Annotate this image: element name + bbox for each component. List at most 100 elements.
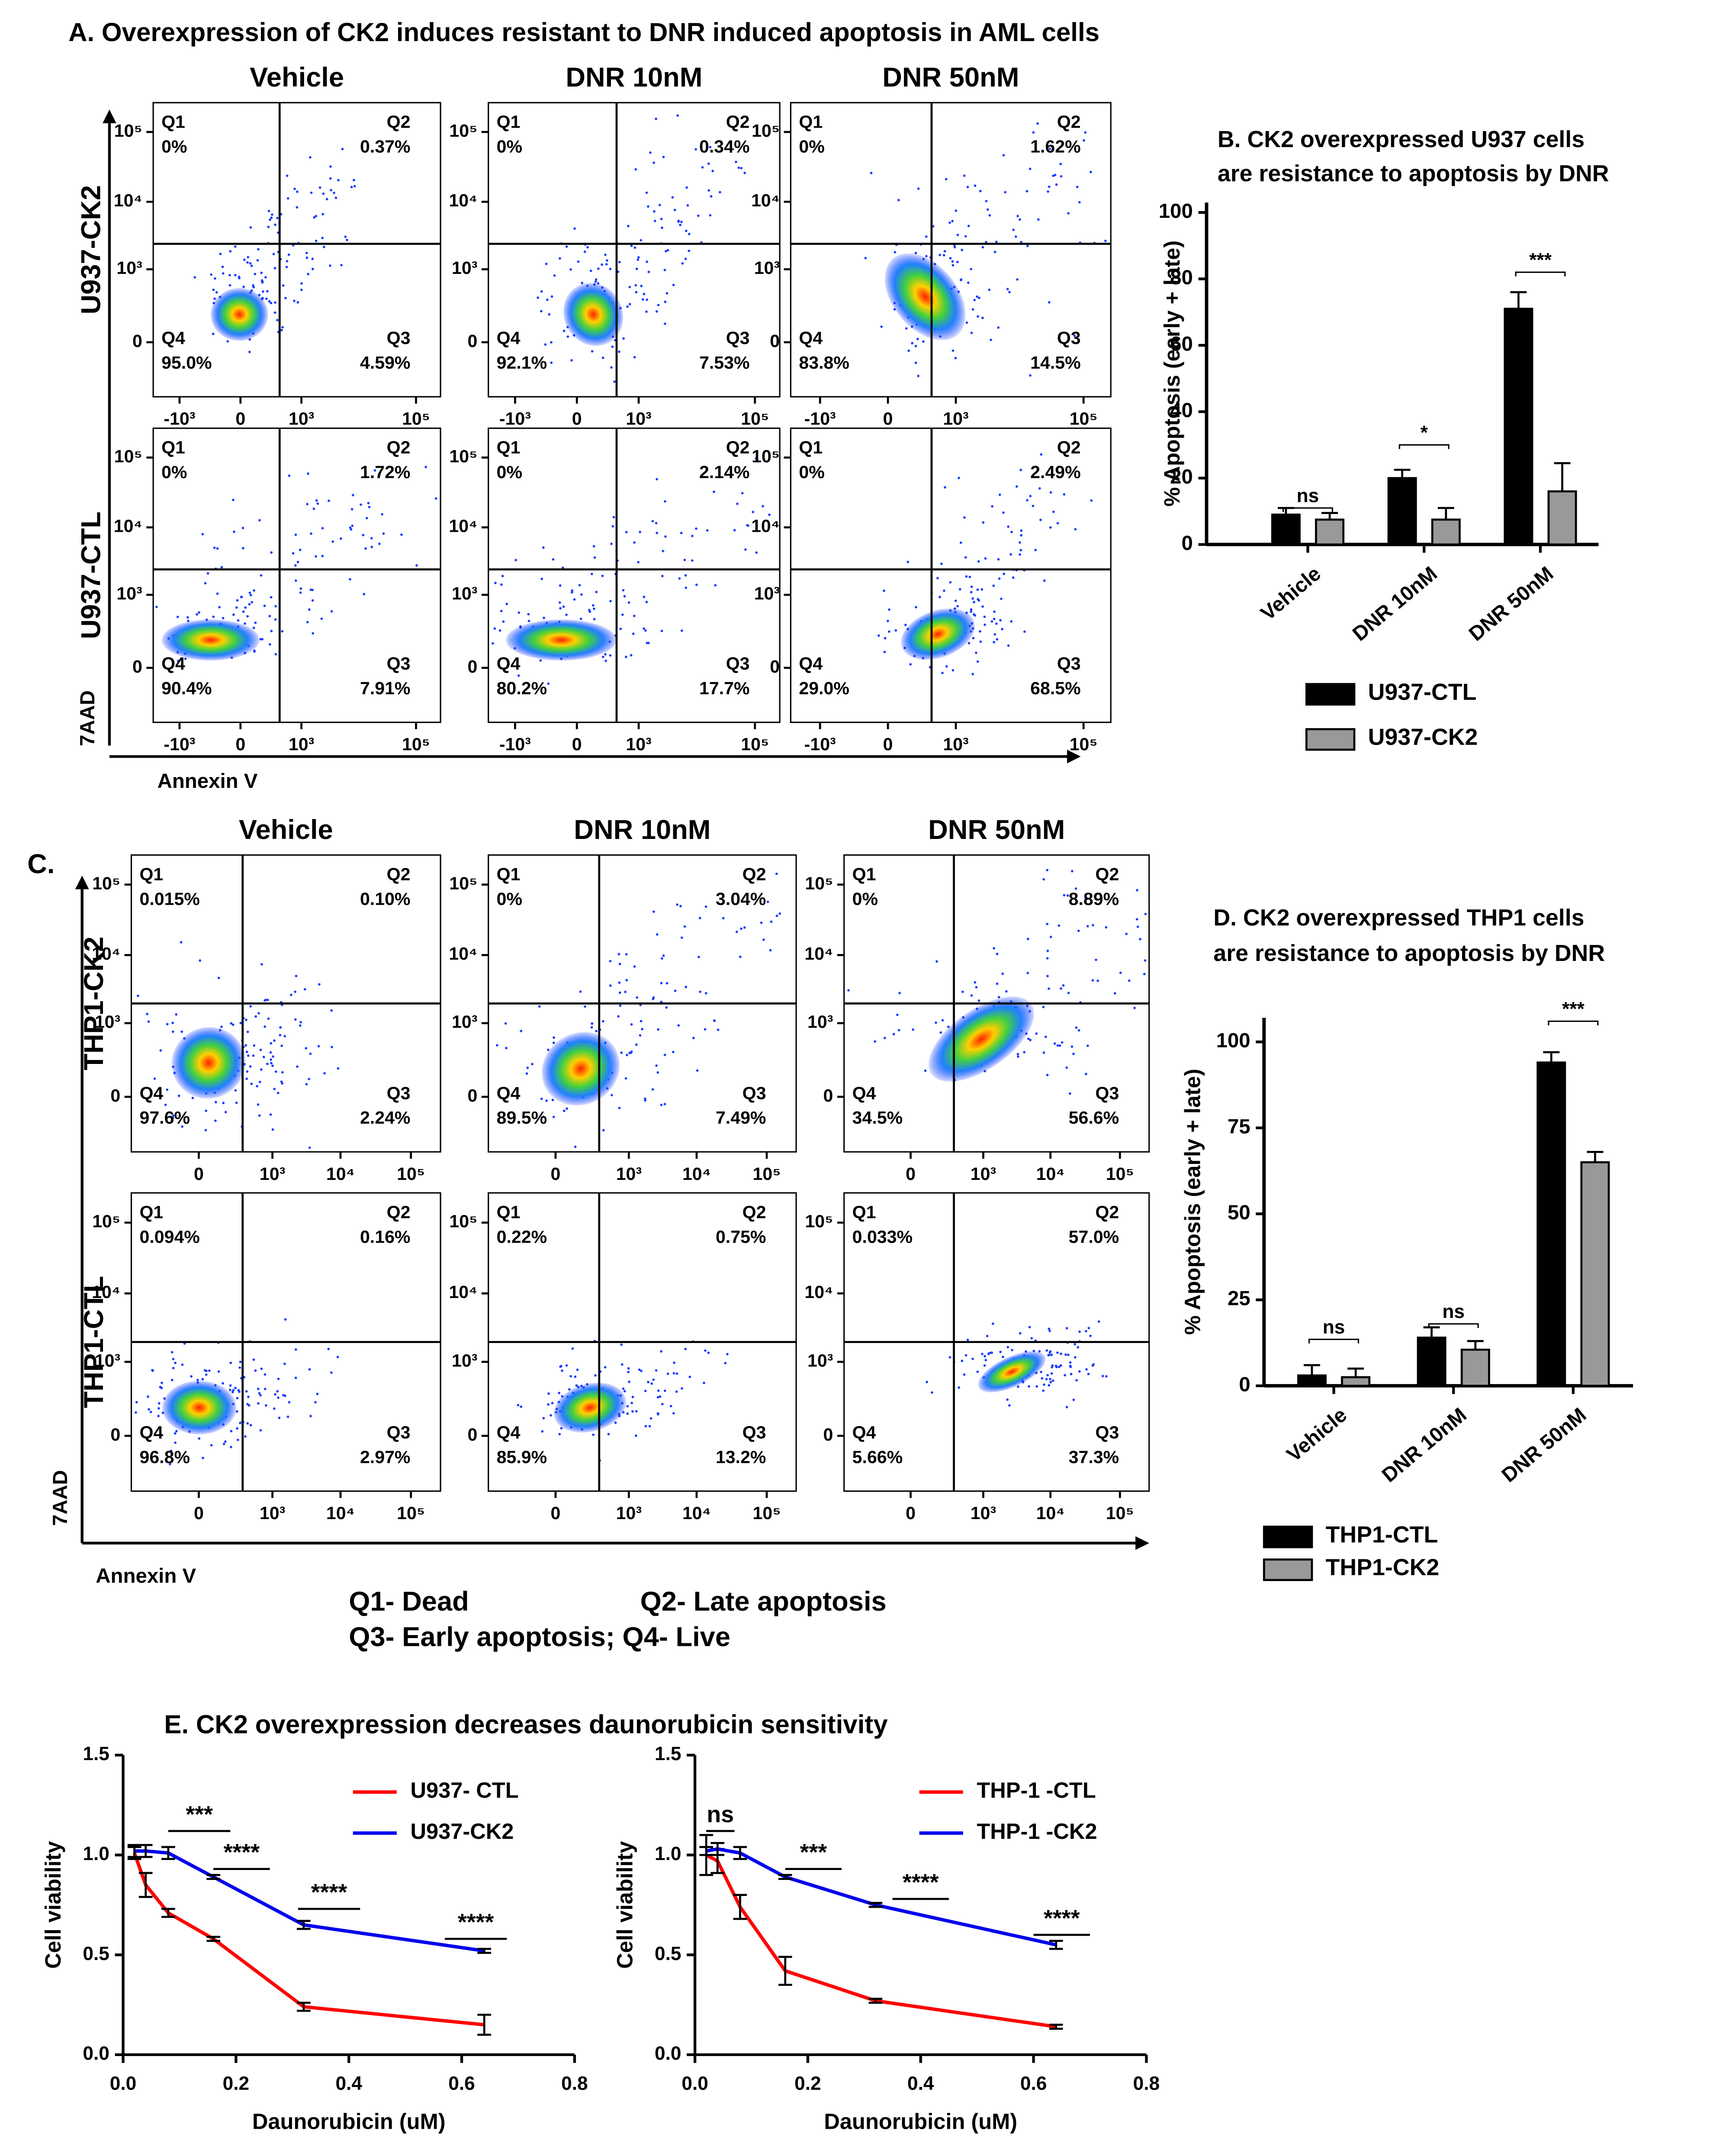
event-dot <box>987 1353 990 1356</box>
event-dot <box>960 278 963 281</box>
event-dot <box>500 583 503 586</box>
y-tick-label: 1.5 <box>83 1743 109 1764</box>
x-tick-label: 0.6 <box>1020 2073 1047 2094</box>
event-dot <box>694 148 697 151</box>
x-tick-label: 0 <box>572 734 582 754</box>
event-dot <box>993 251 996 254</box>
quadrant-name: Q3 <box>387 328 411 348</box>
event-dot <box>240 595 243 598</box>
event-dot <box>1019 218 1021 221</box>
event-dot <box>1091 979 1094 982</box>
event-dot <box>1043 579 1046 582</box>
event-dot <box>161 1382 163 1384</box>
quadrant-name: Q2 <box>726 112 750 132</box>
event-dot <box>1104 239 1107 242</box>
event-dot <box>237 1439 239 1441</box>
event-dot <box>146 1012 148 1015</box>
event-dot <box>673 209 676 212</box>
event-dot <box>1045 1378 1048 1381</box>
y-tick-label: 10⁴ <box>92 1282 120 1302</box>
event-dot <box>1087 1327 1090 1330</box>
event-dot <box>264 999 267 1001</box>
quadrant-name: Q3 <box>1095 1422 1119 1442</box>
event-dot <box>931 1391 933 1394</box>
event-dot <box>329 177 332 180</box>
event-dot <box>1086 1044 1089 1047</box>
event-dot <box>568 1388 571 1391</box>
significance-bracket <box>1282 507 1333 512</box>
event-dot <box>307 472 309 475</box>
event-dot <box>566 1107 568 1110</box>
x-tick-label: 10³ <box>260 1503 285 1523</box>
error-bar <box>1423 1326 1440 1338</box>
event-dot <box>1062 984 1065 987</box>
event-dot <box>604 653 607 656</box>
event-dot <box>635 267 638 270</box>
event-dot <box>657 304 660 306</box>
event-dot <box>242 547 244 549</box>
event-dot <box>308 1368 311 1371</box>
event-dot <box>683 925 686 928</box>
event-dot <box>630 1401 633 1404</box>
event-dot <box>1051 1364 1054 1367</box>
event-dot <box>635 291 638 294</box>
event-dot <box>234 1089 237 1092</box>
event-dot <box>285 266 288 268</box>
x-tick-label: 10³ <box>616 1164 642 1184</box>
x-tick-label: 10³ <box>943 409 968 429</box>
event-dot <box>1049 1378 1051 1381</box>
event-dot <box>740 927 742 930</box>
panel-title: are resistance to apoptosis by DNR <box>1213 940 1605 966</box>
bar <box>1536 1061 1566 1387</box>
event-dot <box>643 292 646 296</box>
event-dot <box>623 595 626 598</box>
event-dot <box>158 1407 160 1410</box>
event-dot <box>212 288 215 291</box>
event-dot <box>1006 1346 1009 1349</box>
event-dot <box>520 1405 523 1408</box>
y-tick-label: 100 <box>1159 200 1193 223</box>
quadrant-name: Q4 <box>852 1083 876 1103</box>
event-dot <box>1078 1330 1081 1333</box>
event-dot <box>1075 1379 1078 1382</box>
y-tick-label: 10⁵ <box>752 446 780 466</box>
event-dot <box>540 290 543 293</box>
event-dot <box>239 1360 242 1363</box>
event-dot <box>657 1389 660 1392</box>
error-bar <box>297 2002 311 2012</box>
event-dot <box>270 1058 272 1061</box>
event-dot <box>1055 183 1058 186</box>
column-header: DNR 10nM <box>566 62 702 93</box>
event-dot <box>630 244 633 247</box>
event-dot <box>1074 528 1077 531</box>
error-bar <box>161 1908 175 1918</box>
event-dot <box>888 608 890 611</box>
event-dot <box>1078 1370 1081 1373</box>
event-dot <box>239 1421 241 1424</box>
event-dot <box>914 361 917 364</box>
x-tick-label: 0 <box>194 1164 204 1184</box>
event-dot <box>664 500 666 503</box>
x-tick-label: 10³ <box>626 409 651 429</box>
event-dot <box>276 1092 280 1094</box>
event-dot <box>1060 175 1063 178</box>
event-dot <box>566 335 569 338</box>
event-dot <box>915 606 917 609</box>
event-dot <box>672 1372 675 1375</box>
event-dot <box>1048 987 1050 990</box>
event-dot <box>434 497 437 500</box>
event-dot <box>177 1094 180 1097</box>
event-dot <box>642 298 644 301</box>
event-dot <box>1008 291 1011 293</box>
event-dot <box>661 575 664 578</box>
event-dot <box>550 1414 552 1417</box>
event-dot <box>1019 469 1022 471</box>
event-dot <box>245 1077 248 1080</box>
event-dot <box>1059 1364 1062 1367</box>
event-dot <box>741 492 744 495</box>
event-dot <box>249 1005 252 1008</box>
y-tick-label: 50 <box>1228 1201 1250 1224</box>
event-dot <box>681 262 684 265</box>
event-dot <box>305 1047 308 1050</box>
event-dot <box>706 529 709 532</box>
